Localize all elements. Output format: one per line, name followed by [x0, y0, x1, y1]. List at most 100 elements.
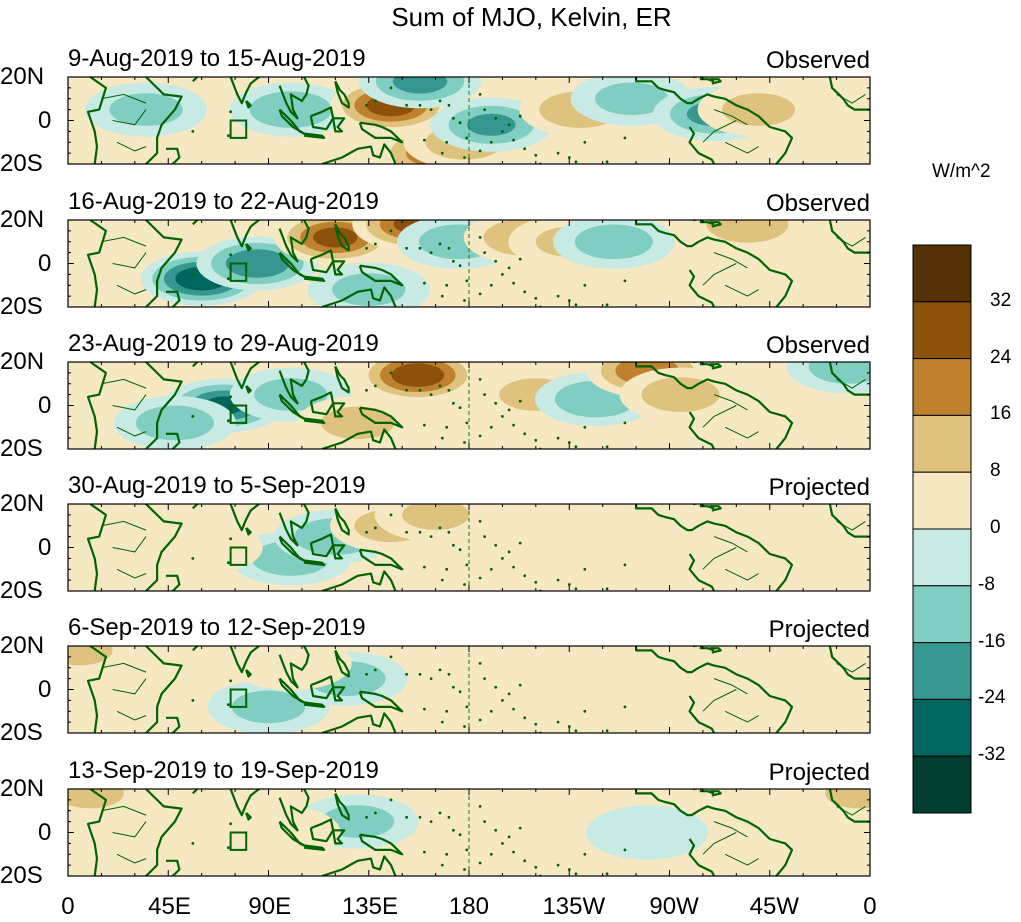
island-3-29	[191, 415, 195, 418]
island-2-23	[440, 294, 444, 298]
coastline-4-12	[334, 507, 350, 536]
coastline-4-14	[321, 570, 397, 591]
colorbar-segment-5	[912, 471, 972, 530]
coastline-3-12	[334, 365, 350, 394]
colorbar-segment-8	[912, 642, 972, 700]
border-6-7	[836, 805, 866, 816]
coastline-3-2	[145, 362, 183, 449]
island-6-1	[438, 811, 442, 815]
island-1-12	[534, 153, 538, 157]
lat-label-south-2: 20S	[0, 293, 43, 320]
island-4-14	[556, 578, 560, 582]
island-3-21	[445, 425, 449, 429]
coastline-6-14	[321, 855, 397, 876]
island-6-3	[452, 828, 455, 832]
map-panel-1	[67, 76, 871, 165]
island-5-35	[605, 729, 609, 733]
anomaly-blob-3-10-2	[808, 362, 870, 384]
coastline-6-9	[303, 844, 326, 852]
island-6-24	[365, 815, 368, 819]
coastline-2-7	[278, 220, 310, 263]
anomaly-blob-4-5-1	[519, 520, 642, 575]
border-6-4	[702, 832, 737, 855]
lon-label-4: 135E	[341, 893, 398, 920]
colorbar-tick-label-3: 16	[990, 403, 1012, 425]
island-4-8	[489, 567, 493, 571]
island-4-15	[567, 583, 571, 586]
anomaly-blob-2-8-2	[574, 224, 653, 260]
coastline-1-3	[166, 147, 181, 164]
island-3-11	[523, 432, 527, 436]
coastline-2-14	[321, 286, 397, 307]
island-4-17	[574, 587, 578, 591]
lon-label-3: 90E	[248, 893, 292, 920]
map-panel-2	[67, 219, 871, 308]
border-3-6	[713, 394, 748, 411]
island-5-36	[623, 705, 627, 709]
chart-title: Sum of MJO, Kelvin, ER	[391, 2, 672, 32]
border-4-4	[702, 547, 737, 570]
island-3-1	[438, 384, 442, 388]
coastline-1-18	[709, 78, 722, 85]
island-5-3	[452, 685, 455, 689]
border-2-1	[101, 236, 147, 247]
island-3-3	[452, 401, 455, 405]
colorbar-segment-6	[912, 528, 972, 587]
colorbar-unit-label: W/m^2	[932, 161, 991, 182]
island-5-31	[483, 677, 486, 680]
island-4-10	[512, 565, 515, 569]
island-5-28	[227, 703, 230, 707]
island-6-26	[389, 798, 393, 802]
island-3-12	[534, 438, 538, 442]
anomaly-blob-2-3-4	[313, 227, 358, 248]
panel-status-2: Observed	[765, 190, 870, 217]
island-5-27	[229, 679, 233, 683]
island-6-12	[534, 865, 538, 869]
island-5-23	[440, 720, 444, 724]
island-4-36	[623, 563, 627, 567]
colorbar-segment-2	[912, 301, 972, 360]
coastline-2-11	[332, 260, 346, 276]
island-2-27	[229, 253, 233, 257]
lat-label-equator-5: 0	[38, 675, 52, 703]
island-4-1	[438, 526, 442, 530]
coastline-5-16	[688, 695, 716, 733]
island-6-27	[229, 822, 233, 826]
colorbar-tick-label-1: 32	[990, 289, 1012, 311]
coastline-2-15	[634, 220, 794, 307]
coastline-4-11	[332, 544, 346, 560]
coastline-2-5	[228, 220, 261, 248]
coastline-1-17	[691, 77, 715, 83]
coastline-6-5	[228, 789, 261, 817]
coastline-4-15	[634, 504, 794, 591]
panel-status-3: Observed	[765, 332, 870, 359]
island-1-1	[438, 99, 442, 103]
island-6-7	[478, 861, 482, 865]
panel-date-range-4: 30-Aug-2019 to 5-Sep-2019	[68, 472, 366, 499]
border-1-2	[112, 109, 147, 126]
island-5-18	[418, 672, 422, 676]
island-1-27	[229, 110, 233, 114]
island-1-31	[483, 108, 486, 111]
island-1-36	[623, 136, 627, 140]
island-4-25	[374, 526, 377, 530]
island-2-8	[489, 283, 493, 287]
island-6-5	[465, 848, 469, 852]
border-3-7	[836, 378, 866, 389]
island-2-29	[191, 273, 195, 276]
border-3-2	[112, 394, 147, 411]
island-2-6	[463, 299, 466, 302]
anomaly-blob-3-9-2	[641, 377, 720, 412]
island-5-32	[494, 685, 498, 689]
coastline-4-4	[192, 504, 199, 510]
island-3-26	[389, 371, 393, 375]
island-6-22	[423, 850, 426, 854]
island-5-6	[463, 725, 466, 728]
island-6-2	[447, 815, 451, 819]
island-2-5	[465, 279, 469, 283]
island-4-6	[463, 583, 466, 586]
coastline-5-1	[86, 646, 108, 733]
island-1-18	[418, 103, 422, 107]
island-3-19	[405, 388, 408, 392]
border-3-3	[116, 426, 147, 437]
